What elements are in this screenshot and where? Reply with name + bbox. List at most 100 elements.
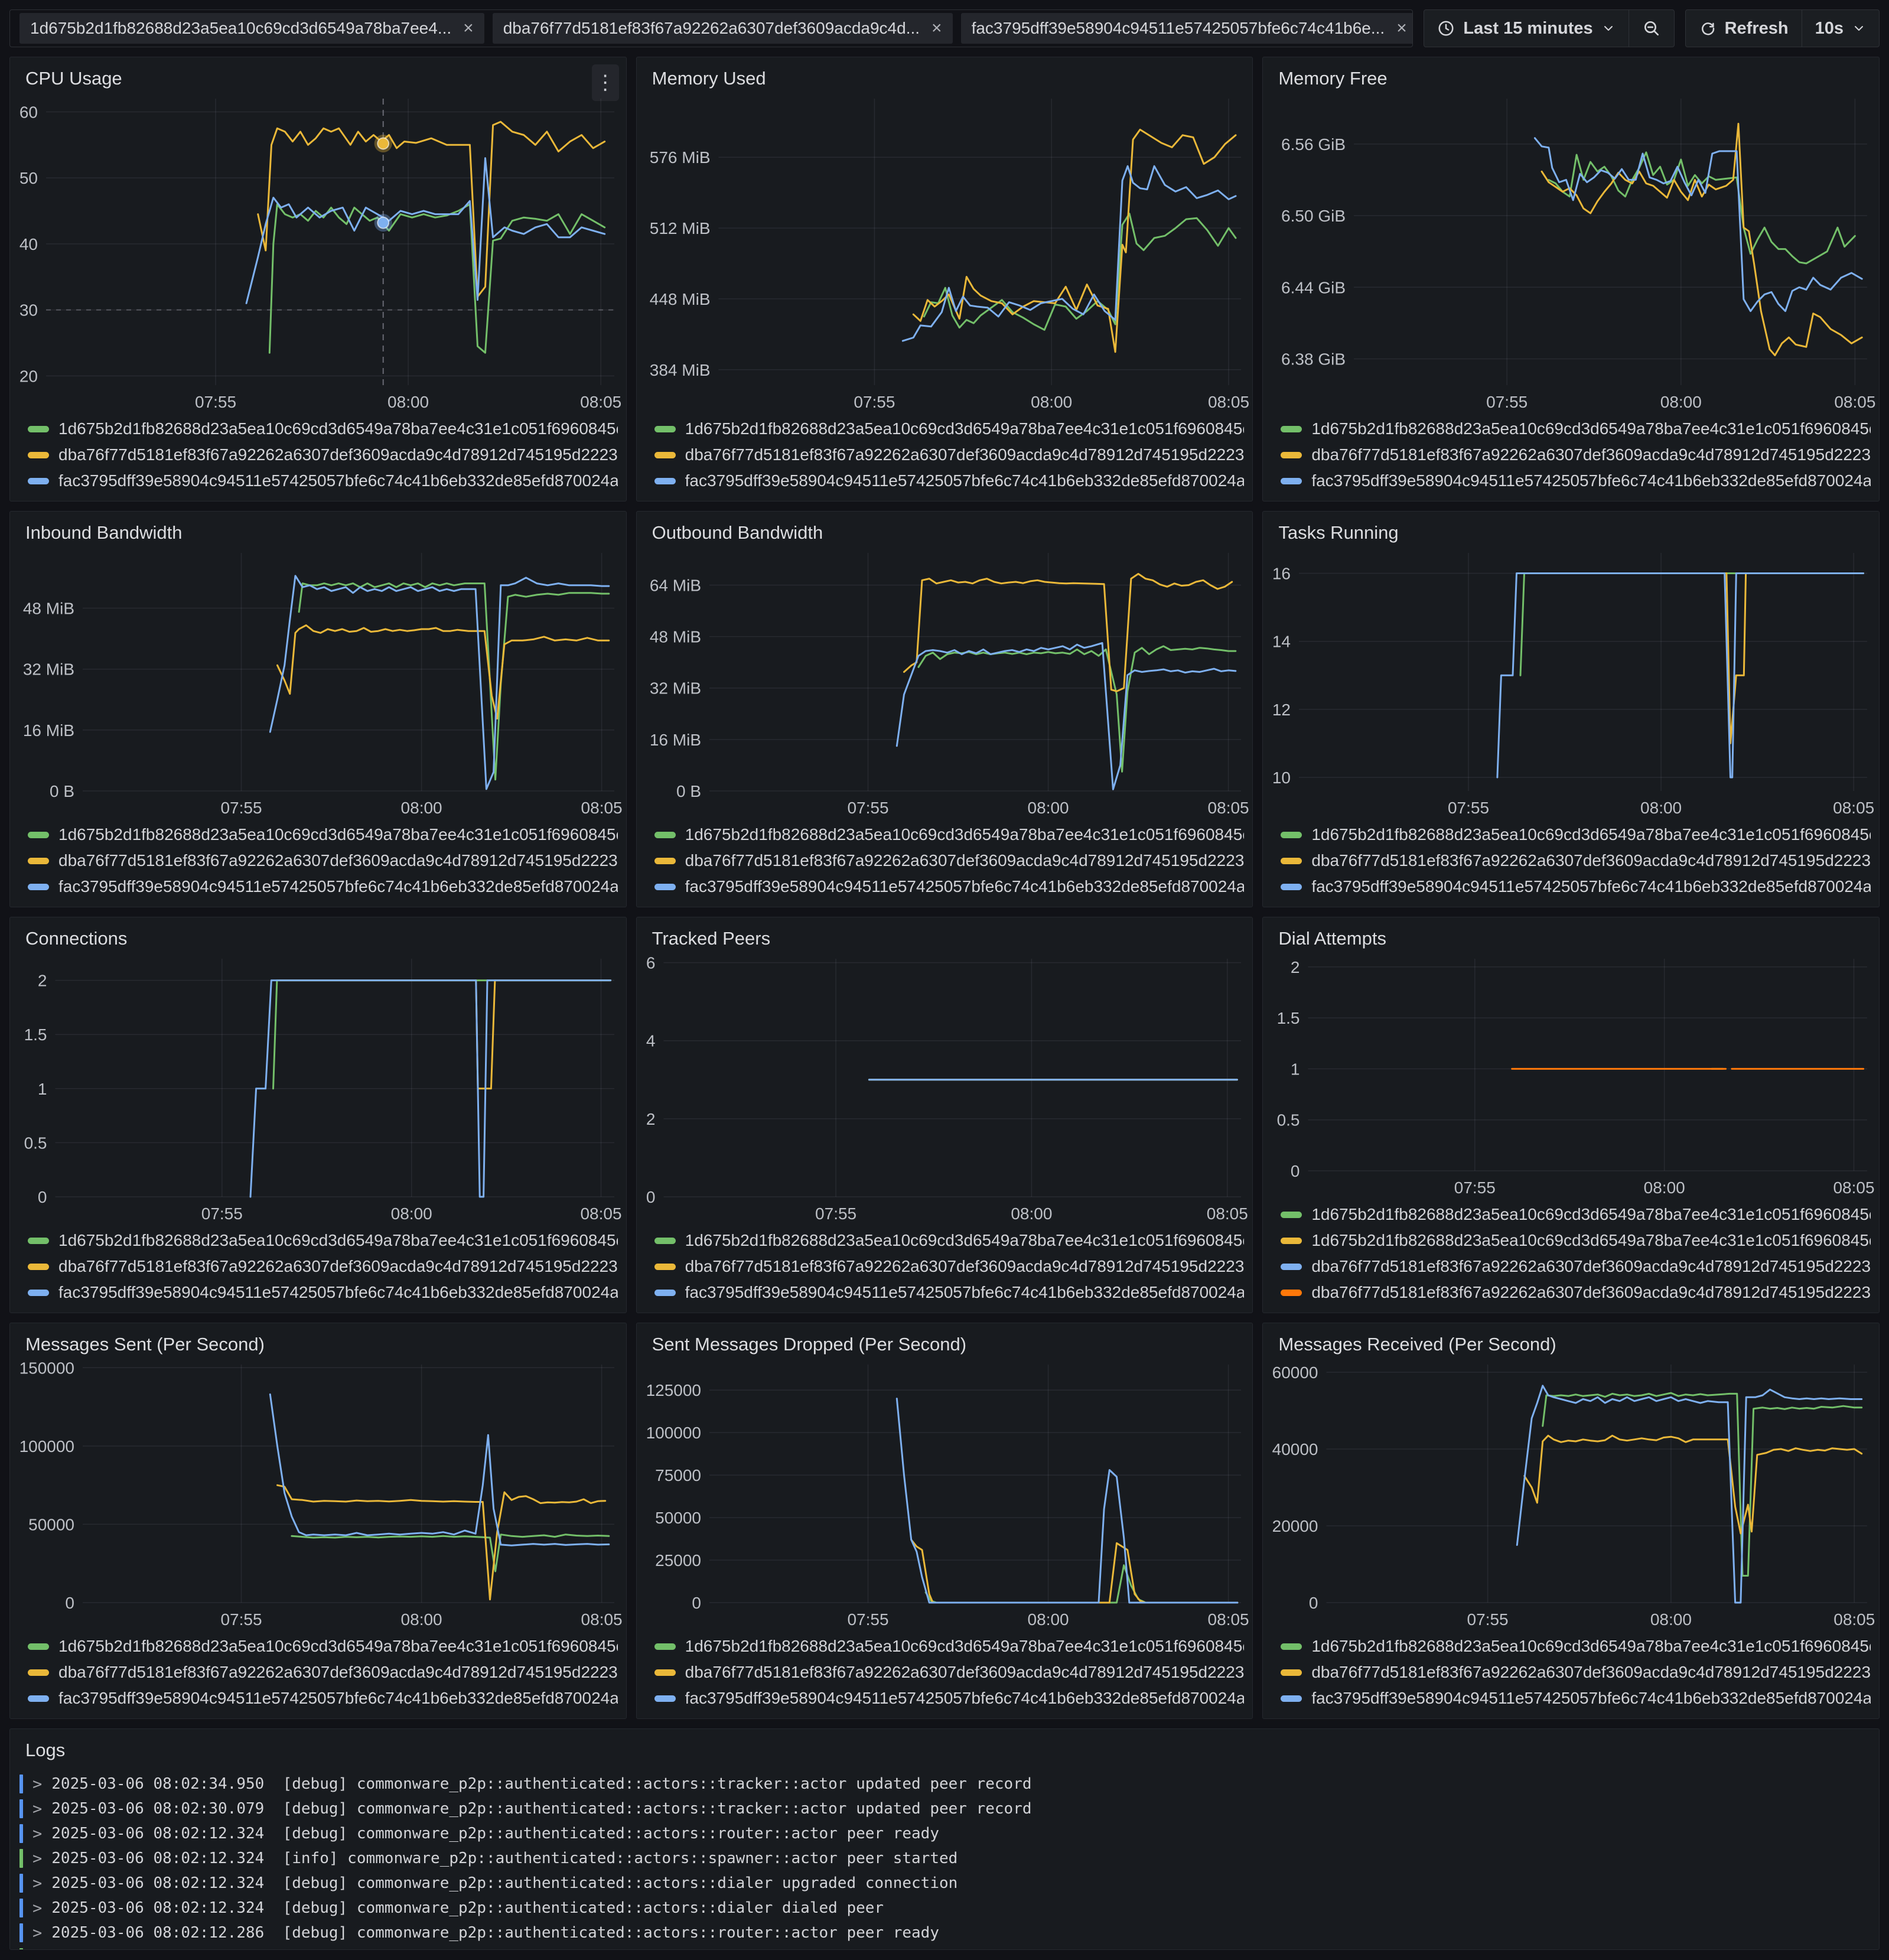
log-row[interactable]: > 2025-03-06 08:02:12.324 [debug] common…	[19, 1821, 1879, 1846]
legend-label: dba76f77d5181ef83f67a92262a6307def3609ac…	[1311, 1283, 1871, 1301]
legend-item[interactable]: 1d675b2d1fb82688d23a5ea10c69cd3d6549a78b…	[1281, 1202, 1871, 1228]
legend-item[interactable]: 1d675b2d1fb82688d23a5ea10c69cd3d6549a78b…	[1281, 416, 1871, 442]
legend-item[interactable]: 1d675b2d1fb82688d23a5ea10c69cd3d6549a78b…	[28, 1228, 618, 1254]
chart-area: 07:55 08:00 08:05 0 B 16 MiB 32 MiB 48 MiB 64 M…	[637, 546, 1253, 822]
panel-title: Inbound Bandwidth	[25, 522, 183, 543]
legend-item[interactable]: 1d675b2d1fb82688d23a5ea10c69cd3d6549a78b…	[28, 416, 618, 442]
time-series-chart[interactable]: 07:55 08:00 08:05 0 B 16 MiB 32 MiB 48 MiB 64 M…	[637, 546, 1253, 822]
legend-item[interactable]: dba76f77d5181ef83f67a92262a6307def3609ac…	[654, 848, 1244, 874]
log-row[interactable]: > 2025-03-06 08:02:30.079 [debug] common…	[19, 1796, 1879, 1821]
legend-swatch	[1281, 477, 1302, 484]
svg-text:32 MiB: 32 MiB	[650, 679, 701, 698]
legend-item[interactable]: fac3795dff39e58904c94511e57425057bfe6c74…	[654, 1279, 1244, 1305]
svg-text:6.50 GiB: 6.50 GiB	[1281, 207, 1346, 225]
remove-filter-icon[interactable]: ×	[1396, 18, 1407, 38]
time-series-chart[interactable]: 07:55 08:00 08:05 0 25000 50000 75000 100000 125…	[637, 1357, 1253, 1633]
legend-swatch	[28, 1643, 49, 1650]
legend-item[interactable]: fac3795dff39e58904c94511e57425057bfe6c74…	[654, 1685, 1244, 1711]
time-range-label: Last 15 minutes	[1463, 18, 1593, 38]
log-row[interactable]: >	[19, 1945, 1879, 1949]
chart-panel: Tasks Running 07:55 08:00 08:05 10 12 14 16 1d…	[1262, 511, 1880, 907]
kebab-menu-icon[interactable]: ⋮	[591, 64, 619, 101]
legend-item[interactable]: 1d675b2d1fb82688d23a5ea10c69cd3d6549a78b…	[1281, 1228, 1871, 1254]
filter-chip[interactable]: dba76f77d5181ef83f67a92262a6307def3609ac…	[492, 13, 953, 44]
log-row[interactable]: > 2025-03-06 08:02:12.324 [debug] common…	[19, 1871, 1879, 1896]
time-series-chart[interactable]: 07:55 08:00 08:05 20 30 40 50 60	[10, 92, 626, 416]
legend-label: dba76f77d5181ef83f67a92262a6307def3609ac…	[58, 1257, 618, 1275]
log-message: 2025-03-06 08:02:34.950 [debug] commonwa…	[51, 1775, 1032, 1793]
legend-item[interactable]: fac3795dff39e58904c94511e57425057bfe6c74…	[1281, 468, 1871, 494]
filter-chip[interactable]: 1d675b2d1fb82688d23a5ea10c69cd3d6549a78b…	[19, 13, 484, 44]
legend-item[interactable]: fac3795dff39e58904c94511e57425057bfe6c74…	[654, 874, 1244, 900]
legend-item[interactable]: dba76f77d5181ef83f67a92262a6307def3609ac…	[654, 442, 1244, 468]
time-series-chart[interactable]: 07:55 08:00 08:05 6.38 GiB 6.44 GiB 6.50 GiB 6…	[1263, 92, 1879, 416]
svg-text:100000: 100000	[646, 1424, 701, 1442]
time-range-button[interactable]: Last 15 minutes	[1424, 10, 1628, 47]
panel-title: Sent Messages Dropped (Per Second)	[652, 1334, 967, 1355]
legend-item[interactable]: fac3795dff39e58904c94511e57425057bfe6c74…	[28, 1685, 618, 1711]
refresh-button[interactable]: Refresh	[1686, 10, 1802, 47]
legend-item[interactable]: dba76f77d5181ef83f67a92262a6307def3609ac…	[654, 1659, 1244, 1685]
time-series-chart[interactable]: 07:55 08:00 08:05 0 20000 40000 60000	[1263, 1357, 1879, 1633]
legend-item[interactable]: dba76f77d5181ef83f67a92262a6307def3609ac…	[654, 1254, 1244, 1279]
legend-item[interactable]: fac3795dff39e58904c94511e57425057bfe6c74…	[28, 468, 618, 494]
legend-item[interactable]: 1d675b2d1fb82688d23a5ea10c69cd3d6549a78b…	[1281, 1633, 1871, 1659]
svg-text:1: 1	[1291, 1060, 1300, 1078]
zoom-out-button[interactable]	[1628, 10, 1674, 47]
log-row[interactable]: > 2025-03-06 08:02:12.324 [debug] common…	[19, 1896, 1879, 1920]
time-series-chart[interactable]: 07:55 08:00 08:05 0 B 16 MiB 32 MiB 48 MiB	[10, 546, 626, 822]
legend-item[interactable]: dba76f77d5181ef83f67a92262a6307def3609ac…	[1281, 1279, 1871, 1305]
refresh-interval-select[interactable]: 10s	[1801, 10, 1879, 47]
legend-item[interactable]: dba76f77d5181ef83f67a92262a6307def3609ac…	[1281, 1659, 1871, 1685]
svg-text:08:00: 08:00	[1660, 393, 1702, 411]
chart-panel: Connections 07:55 08:00 08:05 0 0.5 1 1.5 2 1d6…	[9, 917, 627, 1313]
time-series-chart[interactable]: 07:55 08:00 08:05 0 2 4 6	[637, 952, 1253, 1228]
legend-item[interactable]: 1d675b2d1fb82688d23a5ea10c69cd3d6549a78b…	[654, 416, 1244, 442]
legend-item[interactable]: dba76f77d5181ef83f67a92262a6307def3609ac…	[1281, 848, 1871, 874]
legend-item[interactable]: 1d675b2d1fb82688d23a5ea10c69cd3d6549a78b…	[1281, 822, 1871, 848]
legend-label: dba76f77d5181ef83f67a92262a6307def3609ac…	[58, 851, 618, 870]
legend-item[interactable]: fac3795dff39e58904c94511e57425057bfe6c74…	[1281, 1685, 1871, 1711]
legend-item[interactable]: fac3795dff39e58904c94511e57425057bfe6c74…	[28, 1279, 618, 1305]
legend-item[interactable]: fac3795dff39e58904c94511e57425057bfe6c74…	[654, 468, 1244, 494]
legend-item[interactable]: dba76f77d5181ef83f67a92262a6307def3609ac…	[28, 848, 618, 874]
legend-item[interactable]: 1d675b2d1fb82688d23a5ea10c69cd3d6549a78b…	[654, 822, 1244, 848]
svg-text:0.5: 0.5	[1277, 1111, 1300, 1129]
svg-text:60000: 60000	[1272, 1363, 1318, 1382]
legend-item[interactable]: dba76f77d5181ef83f67a92262a6307def3609ac…	[28, 1254, 618, 1279]
panel-title: Memory Used	[652, 68, 766, 89]
svg-text:384 MiB: 384 MiB	[649, 361, 710, 379]
svg-text:0.5: 0.5	[24, 1134, 47, 1152]
refresh-group: Refresh 10s	[1685, 9, 1880, 47]
legend-item[interactable]: fac3795dff39e58904c94511e57425057bfe6c74…	[28, 874, 618, 900]
log-row[interactable]: > 2025-03-06 08:02:12.324 [info] commonw…	[19, 1846, 1879, 1871]
filter-chip[interactable]: fac3795dff39e58904c94511e57425057bfe6c74…	[960, 13, 1413, 44]
time-series-chart[interactable]: 07:55 08:00 08:05 384 MiB 448 MiB 512 MiB 576 …	[637, 92, 1253, 416]
log-row[interactable]: > 2025-03-06 08:02:12.286 [debug] common…	[19, 1920, 1879, 1945]
legend-swatch	[1281, 857, 1302, 864]
legend-item[interactable]: 1d675b2d1fb82688d23a5ea10c69cd3d6549a78b…	[28, 822, 618, 848]
remove-filter-icon[interactable]: ×	[932, 18, 942, 38]
filter-chips-container[interactable]: 1d675b2d1fb82688d23a5ea10c69cd3d6549a78b…	[9, 9, 1414, 47]
svg-text:16 MiB: 16 MiB	[23, 721, 74, 740]
time-series-chart[interactable]: 07:55 08:00 08:05 0 50000 100000 150000	[10, 1357, 626, 1633]
legend-item[interactable]: fac3795dff39e58904c94511e57425057bfe6c74…	[1281, 874, 1871, 900]
log-row[interactable]: > 2025-03-06 08:02:34.950 [debug] common…	[19, 1772, 1879, 1796]
panel-title: Outbound Bandwidth	[652, 522, 823, 543]
svg-text:448 MiB: 448 MiB	[649, 290, 710, 308]
remove-filter-icon[interactable]: ×	[463, 18, 474, 38]
legend-item[interactable]: dba76f77d5181ef83f67a92262a6307def3609ac…	[28, 442, 618, 468]
svg-text:08:00: 08:00	[401, 799, 442, 817]
legend-label: fac3795dff39e58904c94511e57425057bfe6c74…	[1311, 471, 1871, 490]
legend-item[interactable]: dba76f77d5181ef83f67a92262a6307def3609ac…	[1281, 442, 1871, 468]
time-series-chart[interactable]: 07:55 08:00 08:05 0 0.5 1 1.5 2	[10, 952, 626, 1228]
time-series-chart[interactable]: 07:55 08:00 08:05 10 12 14 16	[1263, 546, 1879, 822]
legend-item[interactable]: dba76f77d5181ef83f67a92262a6307def3609ac…	[28, 1659, 618, 1685]
legend-item[interactable]: 1d675b2d1fb82688d23a5ea10c69cd3d6549a78b…	[28, 1633, 618, 1659]
legend-swatch	[1281, 1237, 1302, 1244]
legend-item[interactable]: 1d675b2d1fb82688d23a5ea10c69cd3d6549a78b…	[654, 1633, 1244, 1659]
legend-item[interactable]: 1d675b2d1fb82688d23a5ea10c69cd3d6549a78b…	[654, 1228, 1244, 1254]
svg-text:64 MiB: 64 MiB	[650, 577, 701, 595]
legend-item[interactable]: dba76f77d5181ef83f67a92262a6307def3609ac…	[1281, 1254, 1871, 1279]
time-series-chart[interactable]: 07:55 08:00 08:05 0 0.5 1 1.5 2	[1263, 952, 1879, 1202]
